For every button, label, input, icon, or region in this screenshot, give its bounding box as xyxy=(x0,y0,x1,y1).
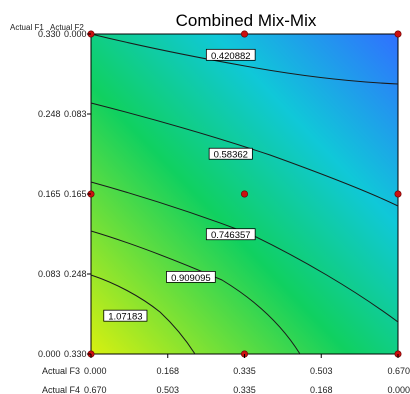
y-tick-label-f1: 0.000 xyxy=(38,349,61,359)
y-axis-header: Actual F1 Actual F2 xyxy=(10,23,84,32)
y-axis-header-f1: Actual F1 xyxy=(10,23,44,32)
contour-label: 1.07183 xyxy=(103,309,148,323)
contour-label-text: 0.909095 xyxy=(171,273,211,284)
design-point xyxy=(241,30,249,38)
design-point xyxy=(394,30,402,38)
y-tick-label-f2: 0.083 xyxy=(64,109,87,119)
contour-line xyxy=(90,230,301,355)
contour-label: 0.746357 xyxy=(205,228,256,241)
x-tick-label-f4: 0.168 xyxy=(310,385,333,394)
contour-label: 0.909095 xyxy=(166,270,216,284)
contour-label-text: 0.420882 xyxy=(211,51,251,62)
y-tick-label-f1: 0.330 xyxy=(38,29,61,39)
contour-label-text: 1.07183 xyxy=(108,312,142,323)
y-tick-label-f1: 0.165 xyxy=(38,189,61,199)
contour-line xyxy=(90,274,196,355)
x-axis-header: Actual F3 Actual F4 xyxy=(42,366,80,394)
y-tick-label-f2: 0.000 xyxy=(64,29,87,39)
x-tick-label-f3: 0.503 xyxy=(310,366,333,376)
contour-line xyxy=(90,33,399,85)
x-tick-label-f3: 0.168 xyxy=(156,366,179,376)
contour-label-text: 0.58362 xyxy=(214,150,248,161)
contour-label-text: 0.746357 xyxy=(211,230,251,241)
x-axis-header-f3: Actual F3 xyxy=(42,366,80,376)
chart-title: Combined Mix-Mix xyxy=(176,11,317,30)
contour-label: 0.420882 xyxy=(205,48,256,62)
contour-label: 0.58362 xyxy=(208,147,253,161)
y-tick-label-f2: 0.248 xyxy=(64,269,87,279)
x-tick-label-f4: 0.000 xyxy=(387,385,410,394)
y-axis-header-f2: Actual F2 xyxy=(50,23,84,32)
x-tick-label-f4: 0.335 xyxy=(233,385,256,394)
x-tick-label-f3: 0.670 xyxy=(387,366,410,376)
x-axis-header-f4: Actual F4 xyxy=(42,385,80,394)
x-tick-label-f3: 0.335 xyxy=(233,366,256,376)
y-tick-label-f1: 0.248 xyxy=(38,109,61,119)
y-tick-label-f2: 0.165 xyxy=(64,189,87,199)
design-point xyxy=(394,190,402,198)
contour-line xyxy=(90,102,399,207)
x-axis-ticks: 0.000 0.670 0.168 0.503 0.335 0.335 0.503 0.168… xyxy=(84,354,410,394)
x-tick-label-f4: 0.670 xyxy=(84,385,107,394)
design-point xyxy=(241,190,249,198)
x-tick-label-f4: 0.503 xyxy=(156,385,179,394)
y-tick-label-f1: 0.083 xyxy=(38,269,61,279)
y-tick-label-f2: 0.330 xyxy=(64,349,87,359)
contour-lines xyxy=(90,33,399,355)
contour-labels: 0.420882 0.58362 0.746357 0.909095 1.07183 xyxy=(103,48,256,323)
x-tick-label-f3: 0.000 xyxy=(84,366,107,376)
